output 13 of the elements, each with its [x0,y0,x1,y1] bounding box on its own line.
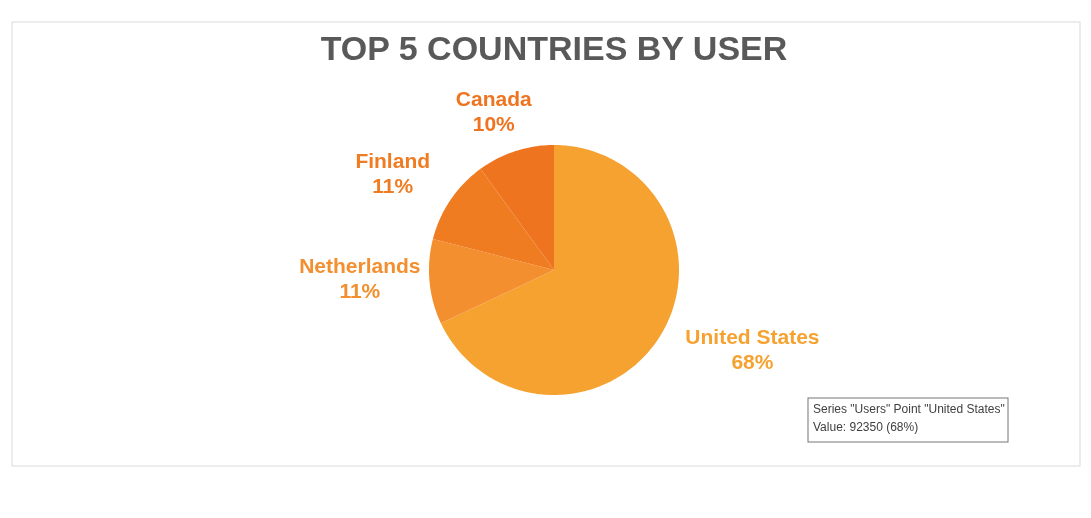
pie-slice [440,145,679,395]
pie-slice [429,238,554,324]
slice-label: Finland [355,149,431,173]
text: Value: 92350 (68%) [813,420,919,434]
slice-label: Netherlands [299,254,421,278]
text: Series "Users" Point "United States" [813,402,1005,416]
chart-title: TOP 5 COUNTRIES BY USER [320,29,788,67]
data-label: 10% [472,111,516,135]
data-label: 68% [731,349,774,373]
slice-label: Canada [455,86,532,110]
data-label: 11% [372,174,414,198]
data-label: 11% [339,279,381,303]
slice-label: United States [685,324,820,348]
